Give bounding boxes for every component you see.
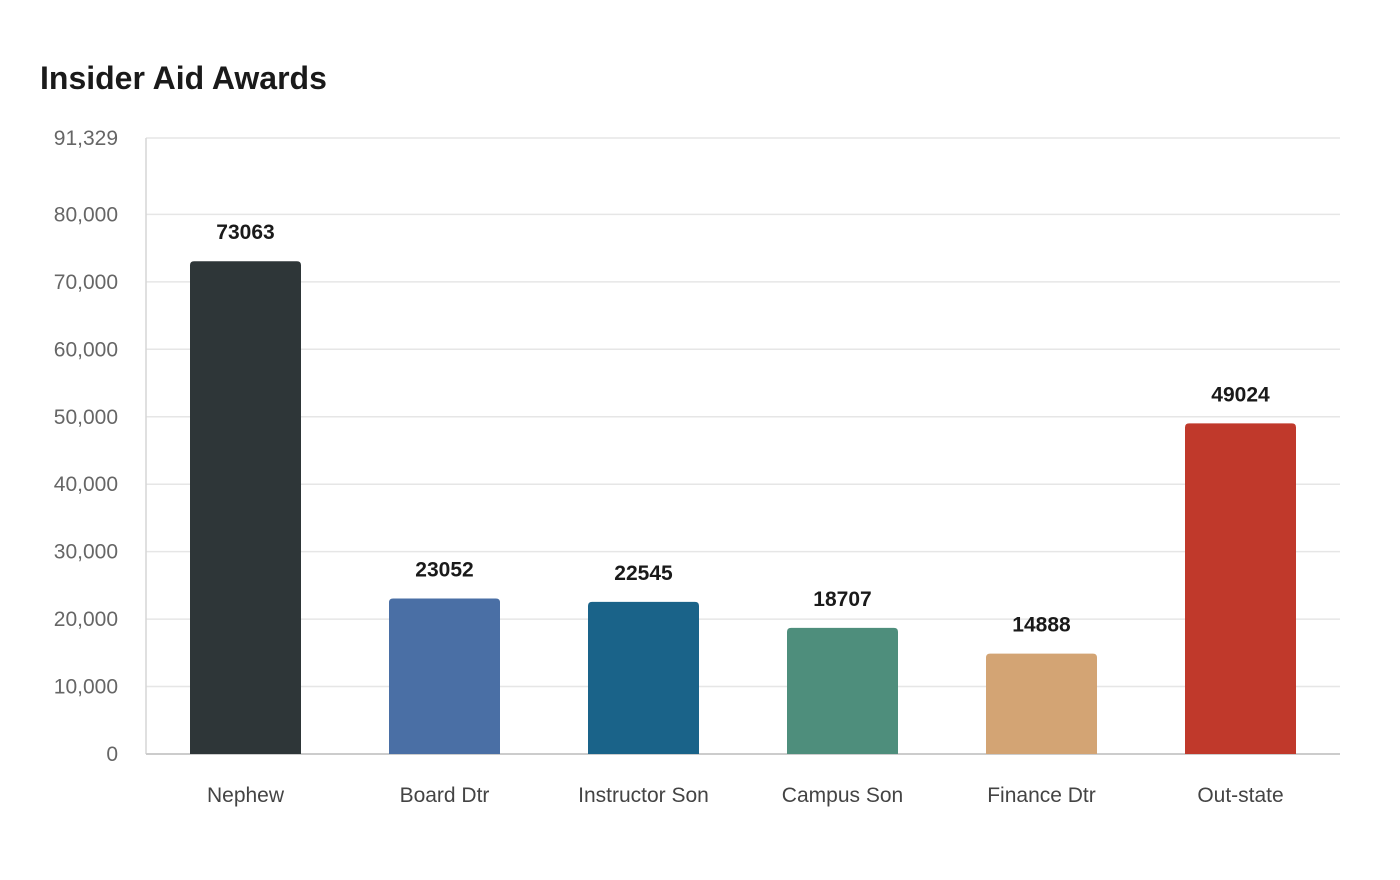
bar-board-dtr xyxy=(389,598,500,754)
x-tick-label: Campus Son xyxy=(782,784,903,807)
x-tick-label: Board Dtr xyxy=(400,784,490,807)
y-axis-ticks: 0 10,000 20,000 30,000 40,000 50,000 60,000 70,… xyxy=(54,127,118,766)
bar-finance-dtr xyxy=(986,653,1097,754)
y-tick-label: 80,000 xyxy=(54,203,118,226)
y-tick-label: 30,000 xyxy=(54,541,118,564)
x-axis-categories: Nephew Board Dtr Instructor Son Campus Son F… xyxy=(207,784,1284,807)
bars xyxy=(190,261,1296,754)
grid-lines xyxy=(146,137,1340,688)
y-tick-label: 91,329 xyxy=(54,127,118,150)
x-tick-label: Instructor Son xyxy=(578,784,709,807)
bar-instructor-son xyxy=(588,601,699,754)
y-tick-label: 50,000 xyxy=(54,406,118,429)
data-labels: 73063 23052 22545 18707 14888 49024 xyxy=(216,221,1270,636)
y-tick-label: 20,000 xyxy=(54,608,118,631)
bar-campus-son xyxy=(787,627,898,754)
data-label: 14888 xyxy=(1012,614,1071,637)
x-tick-label: Finance Dtr xyxy=(987,784,1096,807)
data-label: 22545 xyxy=(614,562,673,585)
axes xyxy=(145,138,1340,755)
data-label: 18707 xyxy=(813,588,871,611)
y-tick-label: 70,000 xyxy=(54,271,118,294)
y-tick-label: 10,000 xyxy=(54,676,118,699)
y-tick-label: 0 xyxy=(106,743,118,766)
data-label: 23052 xyxy=(415,559,473,582)
x-tick-label: Nephew xyxy=(207,784,285,807)
chart-title: Insider Aid Awards xyxy=(40,60,327,96)
bar-out-state xyxy=(1185,423,1296,754)
bar-nephew xyxy=(190,261,301,754)
y-tick-label: 60,000 xyxy=(54,338,118,361)
data-label: 49024 xyxy=(1211,383,1270,406)
x-tick-label: Out-state xyxy=(1197,784,1283,807)
data-label: 73063 xyxy=(216,221,274,244)
y-tick-label: 40,000 xyxy=(54,473,118,496)
